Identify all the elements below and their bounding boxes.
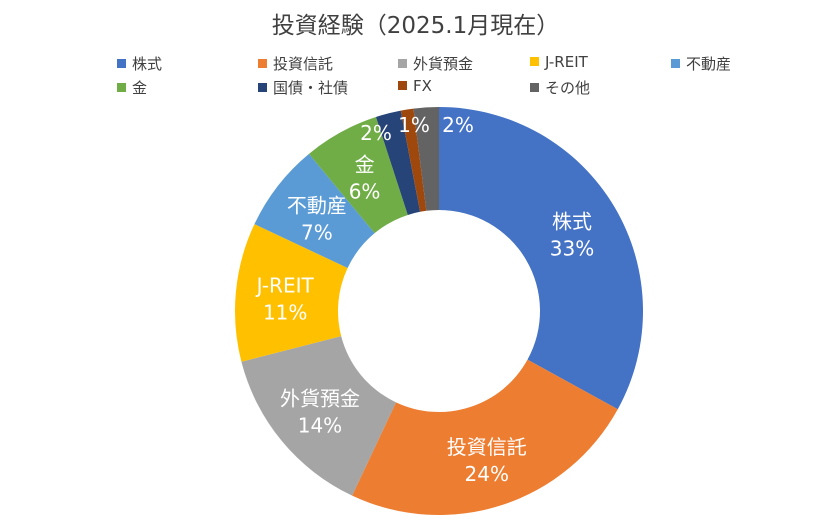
data-label-value: 6% — [349, 180, 381, 204]
legend-label: 株式 — [132, 55, 163, 73]
legend-item: その他 — [530, 77, 590, 98]
legend-swatch — [530, 83, 539, 92]
legend-swatch — [530, 57, 539, 66]
donut-slice — [439, 107, 643, 410]
donut-slice — [375, 110, 421, 215]
legend-item: J-REIT — [530, 53, 588, 71]
legend-item: 外貨預金 — [398, 53, 473, 74]
data-label-category: 金 — [355, 153, 375, 177]
legend-swatch — [117, 83, 126, 92]
data-label: 株式 33% — [550, 209, 594, 260]
legend-label: FX — [413, 77, 432, 95]
data-label: 2% — [360, 121, 392, 145]
legend-label: その他 — [545, 79, 591, 97]
legend-swatch — [398, 59, 407, 68]
data-label-value: 14% — [298, 413, 342, 437]
legend-swatch — [117, 59, 126, 68]
data-label-value: 7% — [301, 220, 333, 244]
donut-slice — [235, 224, 348, 362]
data-label: 1% — [398, 113, 430, 137]
legend-item: 株式 — [117, 53, 162, 74]
donut-slice — [254, 153, 375, 268]
donut-slice — [413, 107, 439, 211]
legend-swatch — [258, 59, 267, 68]
legend-item: FX — [398, 77, 432, 95]
legend-label: 外貨預金 — [413, 55, 474, 73]
donut-slice — [400, 108, 427, 212]
data-label-category: 不動産 — [287, 193, 347, 217]
legend-label: 金 — [132, 79, 148, 97]
legend-swatch — [258, 83, 267, 92]
data-label: 2% — [442, 113, 474, 137]
legend-swatch — [398, 81, 407, 90]
legend-label: 国債・社債 — [273, 79, 349, 97]
legend-item: 投資信託 — [258, 53, 333, 74]
data-label-category: 株式 — [552, 209, 592, 233]
legend-label: 不動産 — [686, 55, 732, 73]
data-label-category: 投資信託 — [447, 435, 527, 459]
data-label-category: 外貨預金 — [280, 386, 360, 410]
data-label: 不動産 7% — [287, 193, 347, 244]
data-label: 金 6% — [349, 153, 381, 204]
data-label: 投資信託 24% — [447, 435, 527, 486]
data-label-value: 24% — [465, 462, 509, 486]
legend-item: 金 — [117, 77, 147, 98]
data-label-category: J-REIT — [255, 273, 315, 297]
legend-label: J-REIT — [545, 53, 588, 71]
donut-slice — [352, 359, 618, 516]
legend-item: 不動産 — [671, 53, 731, 74]
legend-item: 国債・社債 — [258, 77, 348, 98]
donut-slice — [308, 116, 408, 234]
data-label-value: 33% — [550, 236, 594, 260]
legend-label: 投資信託 — [273, 55, 334, 73]
data-label: J-REIT 11% — [255, 273, 315, 324]
chart-title: 投資経験（2025.1月現在） — [271, 13, 560, 39]
donut-slice — [241, 336, 396, 496]
data-label: 外貨預金 14% — [280, 386, 360, 437]
legend-swatch — [671, 59, 680, 68]
data-label-value: 11% — [263, 300, 307, 324]
